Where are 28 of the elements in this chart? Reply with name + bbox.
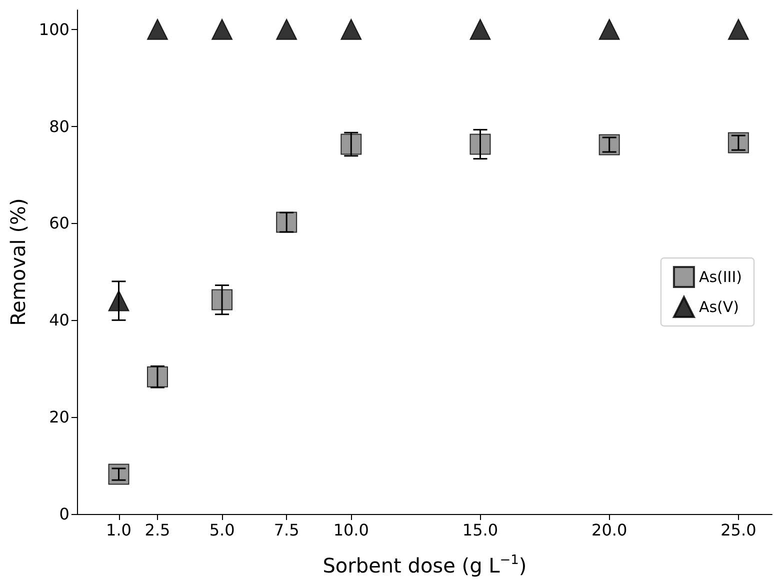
- point: [212, 18, 233, 40]
- y-tick-label: 60: [49, 214, 70, 233]
- x-tick-label: 5.0: [209, 520, 235, 540]
- y-tick-label: 80: [49, 116, 70, 136]
- x-tick-label: 20.0: [592, 520, 628, 540]
- point: [470, 18, 491, 40]
- y-tick-label: 40: [49, 310, 70, 330]
- point: [146, 18, 168, 40]
- x-tick-label: 2.5: [144, 520, 170, 540]
- y-tick-label: 20: [49, 408, 70, 427]
- x-tick-label: 10.0: [333, 520, 369, 540]
- point: [276, 18, 298, 40]
- y-tick-label: 0: [59, 504, 70, 524]
- y-tick-label: 100: [38, 20, 70, 39]
- point: [728, 18, 749, 40]
- point: [146, 366, 168, 388]
- x-tick-label: 1.0: [106, 520, 132, 540]
- x-tick-label: 7.5: [274, 520, 300, 540]
- point: [340, 18, 362, 40]
- point: [470, 134, 491, 155]
- x-tick-label: 15.0: [462, 520, 498, 540]
- y-axis-title: Removal (%): [6, 198, 30, 326]
- x-tick-label: 25.0: [720, 520, 756, 540]
- point: [598, 18, 620, 40]
- legend-label: As(V): [698, 298, 739, 316]
- legend-label: As(III): [698, 268, 742, 286]
- point: [108, 290, 130, 312]
- point: [212, 289, 233, 310]
